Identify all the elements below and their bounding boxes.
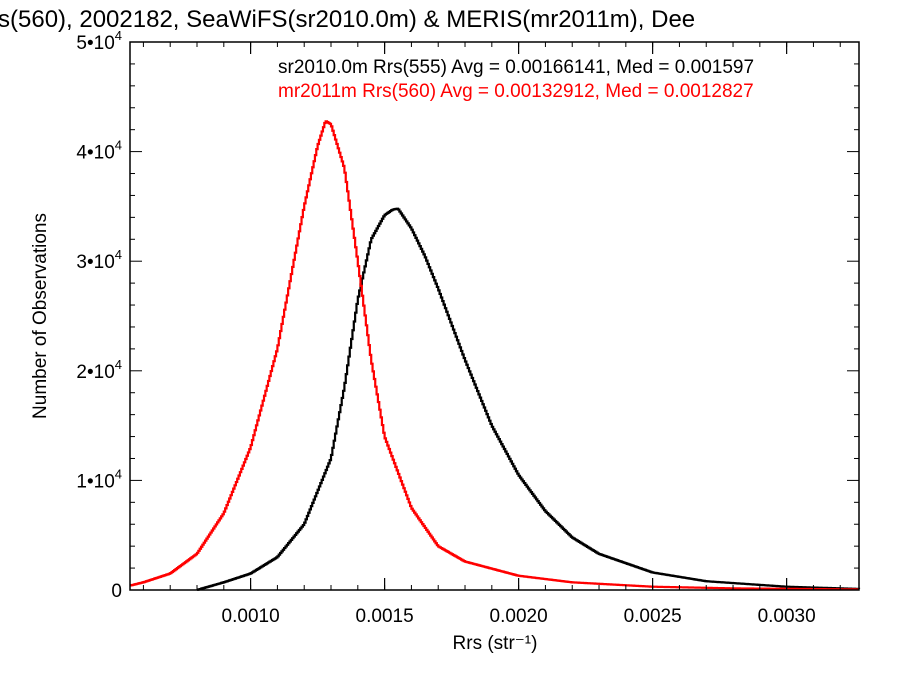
x-tick-label: 0.0030 — [758, 606, 816, 627]
plot-frame — [129, 41, 860, 591]
x-tick-label: 0.0010 — [222, 606, 280, 627]
y-tick-label: 1•104 — [76, 466, 122, 492]
y-tick-label: 5•104 — [76, 28, 122, 54]
y-axis: 0 1•104 2•104 3•104 4•104 5•104 — [76, 28, 859, 602]
x-axis: 0.0010 0.0015 0.0020 0.0025 0.0030 — [142, 42, 841, 627]
plot-series — [130, 120, 861, 591]
x-tick-label: 0.0020 — [490, 606, 548, 627]
x-tick-label: 0.0015 — [356, 606, 414, 627]
y-tick-label: 0 — [111, 581, 122, 602]
series-sr2010-line — [197, 207, 861, 591]
y-axis-label: Number of Observations — [30, 213, 51, 419]
y-tick-label: 4•104 — [76, 138, 122, 164]
x-axis-label: Rrs (str⁻¹) — [453, 633, 538, 654]
x-tick-label: 0.0025 — [624, 606, 682, 627]
annotation-sr2010: sr2010.0m Rrs(555) Avg = 0.00166141, Med… — [278, 57, 754, 78]
chart-title: s(560), 2002182, SeaWiFS(sr2010.0m) & ME… — [0, 6, 695, 33]
annotation-mr2011: mr2011m Rrs(560) Avg = 0.00132912, Med =… — [278, 81, 754, 102]
y-tick-label: 2•104 — [76, 357, 122, 383]
y-tick-label: 3•104 — [76, 247, 122, 273]
series-mr2011-line — [130, 120, 859, 591]
